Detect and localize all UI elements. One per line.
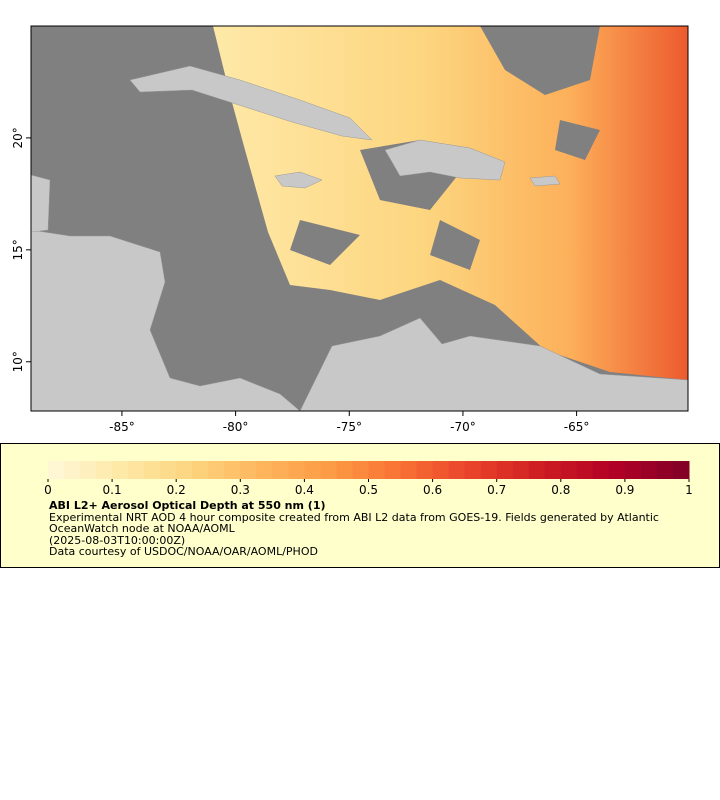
colorbar-segment — [384, 461, 402, 479]
colorbar-tick-label: 0.1 — [103, 483, 122, 497]
colorbar-tick-label: 0 — [44, 483, 52, 497]
colorbar-segment — [336, 461, 353, 479]
description: Experimental NRT AOD 4 hour composite cr… — [49, 510, 659, 535]
land — [30, 65, 689, 412]
legend-panel: 0 0.1 0.2 0.3 0.4 0.5 0.6 0.7 0.8 0.9 1 ABI L2+ Ae… — [0, 443, 720, 568]
colorbar-tick-label: 1 — [685, 483, 693, 497]
map: -85° -80° -75° -70° -65° 10° 15° 20° — [11, 25, 689, 434]
y-tick-label: 15° — [11, 239, 25, 260]
colorbar-segment — [480, 461, 498, 479]
colorbar-segment — [320, 461, 337, 479]
axes: -85° -80° -75° -70° -65° 10° 15° 20° — [11, 127, 589, 434]
colorbar-tick-label: 0.6 — [423, 483, 442, 497]
colorbar-tick-label: 0.5 — [359, 483, 378, 497]
colorbar-segment — [624, 461, 642, 479]
colorbar-segment — [672, 461, 690, 479]
colorbar-segment — [272, 461, 289, 479]
clear-ocean — [290, 26, 600, 270]
colorbar-segment — [496, 461, 514, 479]
cuba — [129, 65, 373, 141]
colorbar-segment — [192, 461, 209, 479]
colorbar-tick-label: 0.4 — [295, 483, 314, 497]
colorbar-segment — [368, 461, 386, 479]
legend-text: ABI L2+ Aerosol Optical Depth at 550 nm … — [49, 500, 689, 558]
colorbar-segment — [576, 461, 594, 479]
colorbar-segment — [48, 461, 65, 479]
colorbar-segment — [224, 461, 241, 479]
jamaica — [274, 171, 323, 189]
puerto-rico — [529, 175, 561, 187]
colorbar-segment — [160, 461, 177, 479]
credit: Data courtesy of USDOC/NOAA/OAR/AOML/PHO… — [49, 545, 318, 558]
colorbar-tick-label: 0.2 — [167, 483, 186, 497]
colorbar-segment — [80, 461, 97, 479]
colorbar-segment — [96, 461, 113, 479]
colorbar-segment — [448, 461, 466, 479]
colorbar-segment — [560, 461, 578, 479]
colorbar-tick-label: 0.9 — [615, 483, 634, 497]
x-tick-label: -80° — [223, 420, 249, 434]
colorbar-segment — [352, 461, 369, 479]
mexico — [30, 174, 51, 233]
colorbar-segment — [512, 461, 530, 479]
colorbar-segment — [304, 461, 321, 479]
y-tick-label: 20° — [11, 127, 25, 148]
y-tick-label: 10° — [11, 351, 25, 372]
colorbar-segment — [240, 461, 257, 479]
colorbar-segment — [528, 461, 546, 479]
colorbar-segment — [144, 461, 161, 479]
colorbar-tick-label: 0.8 — [551, 483, 570, 497]
colorbar-segment — [656, 461, 674, 479]
colorbar-segment — [608, 461, 626, 479]
product-title: ABI L2+ Aerosol Optical Depth at 550 nm … — [49, 499, 326, 512]
colorbar-segment — [544, 461, 562, 479]
plot-frame — [30, 25, 689, 412]
timestamp: (2025-08-03T10:00:00Z) — [49, 533, 186, 547]
colorbar-tick-label: 0.7 — [487, 483, 506, 497]
colorbar-segment — [400, 461, 418, 479]
colorbar-segment — [288, 461, 305, 479]
x-tick-label: -85° — [109, 420, 135, 434]
colorbar-segment — [256, 461, 273, 479]
colorbar-segment — [464, 461, 482, 479]
hispaniola — [384, 139, 506, 181]
colorbar-segment — [416, 461, 434, 479]
colorbar-segment — [128, 461, 145, 479]
colorbar: 0 0.1 0.2 0.3 0.4 0.5 0.6 0.7 0.8 0.9 1 — [44, 461, 693, 497]
x-tick-label: -75° — [336, 420, 362, 434]
colorbar-segment — [208, 461, 225, 479]
colorbar-segment — [64, 461, 81, 479]
colorbar-segment — [432, 461, 450, 479]
colorbar-segment — [112, 461, 129, 479]
colorbar-tick-label: 0.3 — [231, 483, 250, 497]
colorbar-segment — [640, 461, 658, 479]
x-tick-label: -65° — [564, 420, 590, 434]
x-tick-label: -70° — [450, 420, 476, 434]
colorbar-segment — [176, 461, 193, 479]
colorbar-segment — [592, 461, 610, 479]
